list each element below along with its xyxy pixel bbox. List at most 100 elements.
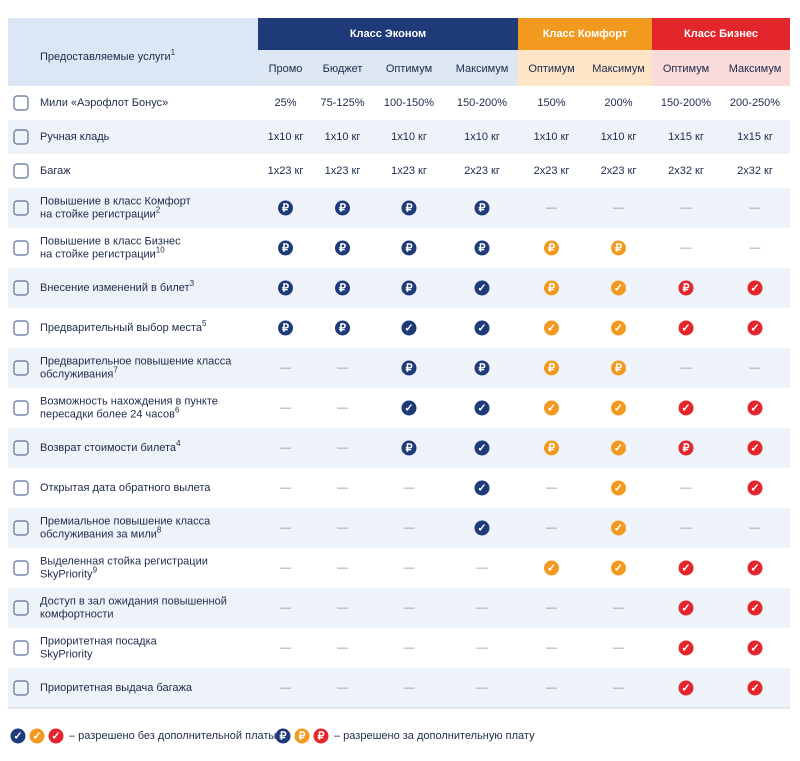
cell-text: — <box>477 602 488 614</box>
cell-text: — <box>681 362 692 374</box>
cell-icon <box>335 200 350 216</box>
row-bg <box>8 508 790 548</box>
cell-icon <box>611 440 626 456</box>
cell-text: 1x15 кг <box>737 131 773 143</box>
footnote: 9 <box>93 565 98 574</box>
cell-text: — <box>280 442 291 454</box>
cell-text: — <box>546 642 557 654</box>
row-bg <box>8 308 790 348</box>
row-bg <box>8 188 790 228</box>
cell-symbol: ₽ <box>683 282 690 294</box>
cell-icon <box>544 320 559 336</box>
label-line: пересадки более 24 часов <box>40 408 175 420</box>
cell-icon <box>747 320 763 336</box>
cell-icon <box>678 280 694 296</box>
fare-name: Оптимум <box>386 63 432 75</box>
cell-symbol: ✓ <box>750 682 759 694</box>
row-label: обслуживания за мили8 <box>40 525 162 540</box>
row-icon <box>13 95 29 111</box>
cell-icon <box>747 400 763 416</box>
cell-symbol: ₽ <box>406 362 413 374</box>
cell-text: — <box>477 682 488 694</box>
label-line: обслуживания за мили <box>40 528 157 540</box>
cell-text: 1x23 кг <box>391 165 427 177</box>
cell-icon <box>544 400 559 416</box>
cell-text: — <box>337 682 348 694</box>
cell-symbol: ✓ <box>477 402 486 414</box>
row-label: Возможность нахождения в пункте <box>40 395 218 407</box>
cell-symbol: ₽ <box>282 202 289 214</box>
row-label: Предварительный выбор места5 <box>40 319 207 334</box>
fare-header <box>446 50 518 86</box>
cell-icon <box>335 280 350 296</box>
cell-symbol: ✓ <box>477 282 486 294</box>
fare-header <box>720 50 790 86</box>
cell-text: — <box>280 642 291 654</box>
cell-symbol: ₽ <box>282 242 289 254</box>
fare-header <box>518 50 585 86</box>
cell-text: 75-125% <box>320 97 364 109</box>
cell-icon <box>335 320 350 336</box>
cell-text: — <box>337 402 348 414</box>
cell-symbol: ✓ <box>477 482 486 494</box>
cell-text: — <box>546 682 557 694</box>
label-line: SkyPriority <box>40 648 93 660</box>
cell-text: — <box>681 242 692 254</box>
row-icon <box>13 560 29 576</box>
row-icon <box>13 480 29 496</box>
row-label: Доступ в зал ожидания повышенной <box>40 595 227 607</box>
cell-symbol: ✓ <box>547 402 556 414</box>
cell-text: — <box>280 682 291 694</box>
label-line: комфортности <box>40 608 114 620</box>
label-line: Доступ в зал ожидания повышенной <box>40 595 227 607</box>
cell-symbol: ✓ <box>477 522 486 534</box>
row-bg <box>8 388 790 428</box>
legend-icon <box>313 728 329 744</box>
cell-icon <box>544 240 559 256</box>
cell-text: — <box>613 602 624 614</box>
cell-text: — <box>750 362 761 374</box>
row-label: Приоритетная посадка <box>40 635 158 647</box>
row-icon <box>13 129 29 145</box>
cell-symbol: ✓ <box>750 402 759 414</box>
cell-icon <box>474 480 490 496</box>
cell-icon <box>678 440 694 456</box>
cell-icon <box>747 600 763 616</box>
cell-text: — <box>337 562 348 574</box>
fare-name: Оптимум <box>663 63 709 75</box>
cell-text: 2x32 кг <box>668 165 704 177</box>
label-line: обслуживания <box>40 368 113 380</box>
cell-icon <box>611 240 626 256</box>
cell-text: — <box>681 522 692 534</box>
row-bg <box>8 86 790 120</box>
row-icon <box>13 640 29 656</box>
legend-symbol: ₽ <box>318 730 325 742</box>
cell-icon <box>544 280 559 296</box>
cell-symbol: ₽ <box>479 242 486 254</box>
legend-icon <box>275 728 291 744</box>
cell-text: — <box>337 522 348 534</box>
row-icon <box>13 280 29 296</box>
row-label: SkyPriority <box>40 648 93 660</box>
cell-icon <box>401 400 417 416</box>
row-bg <box>8 428 790 468</box>
cell-symbol: ₽ <box>339 282 346 294</box>
cell-icon <box>474 240 490 256</box>
row-label: Повышение в класс Бизнес <box>40 235 181 247</box>
cell-text: 1x23 кг <box>325 165 361 177</box>
cell-symbol: ₽ <box>406 242 413 254</box>
class-name: Класс Эконом <box>350 28 426 40</box>
cell-icon <box>747 440 763 456</box>
cell-symbol: ₽ <box>615 362 622 374</box>
cell-text: — <box>404 682 415 694</box>
cell-symbol: ✓ <box>750 482 759 494</box>
cell-symbol: ✓ <box>477 322 486 334</box>
cell-icon <box>611 480 626 496</box>
label-line: Выделенная стойка регистрации <box>40 555 208 567</box>
cell-symbol: ✓ <box>681 322 690 334</box>
legend-text: – разрешено за дополнительную плату <box>334 730 535 742</box>
row-label: пересадки более 24 часов6 <box>40 405 180 420</box>
row-bg <box>8 348 790 388</box>
cell-symbol: ✓ <box>404 322 413 334</box>
